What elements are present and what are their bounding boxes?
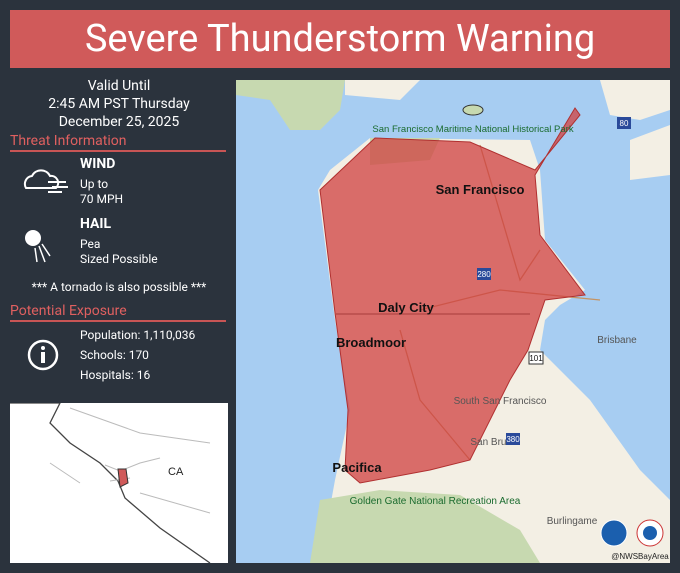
wind-line: 70 MPH (80, 192, 124, 206)
map-label: South San Francisco (454, 396, 547, 407)
exposure-heading: Potential Exposure (10, 302, 226, 322)
map-label: Broadmoor (336, 335, 406, 350)
highway-shield: 80 (620, 119, 629, 128)
map-label: Burlingame (547, 516, 598, 527)
inset-label: CA (168, 466, 184, 478)
info-icon (27, 339, 59, 371)
map-label: Pacifica (332, 460, 382, 475)
valid-date: December 25, 2025 (58, 114, 180, 130)
highway-shield: 101 (529, 354, 543, 363)
tornado-note: *** A tornado is also possible *** (31, 280, 207, 294)
map: San Francisco Maritime National Historic… (236, 80, 670, 563)
wind-label: WIND (80, 156, 116, 172)
map-label: San Francisco (436, 182, 525, 197)
wind-line: Up to (80, 177, 109, 191)
valid-label: Valid Until (87, 78, 151, 94)
highway-shield: 280 (477, 270, 491, 279)
valid-time: 2:45 AM PST Thursday (48, 96, 190, 112)
map-label: Golden Gate National Recreation Area (350, 496, 521, 507)
map-label: Daly City (378, 300, 434, 315)
exposure-line: Hospitals: 16 (80, 368, 151, 382)
hail-line: Sized Possible (80, 252, 158, 266)
hail-label: HAIL (80, 216, 112, 232)
wind-icon (23, 169, 68, 193)
inset-map: CA (10, 403, 228, 563)
title: Severe Thunderstorm Warning (10, 10, 670, 68)
threat-heading: Threat Information (10, 132, 226, 152)
highway-shield: 380 (506, 435, 520, 444)
hail-icon (25, 230, 51, 263)
credit: @NWSBayArea (611, 552, 669, 561)
hail-line: Pea (80, 237, 101, 251)
map-label: San Francisco Maritime National Historic… (372, 124, 573, 135)
map-label: Brisbane (597, 335, 637, 346)
map-label: San Bruno (470, 437, 518, 448)
exposure-line: Schools: 170 (80, 348, 149, 362)
exposure-line: Population: 1,110,036 (80, 328, 196, 342)
